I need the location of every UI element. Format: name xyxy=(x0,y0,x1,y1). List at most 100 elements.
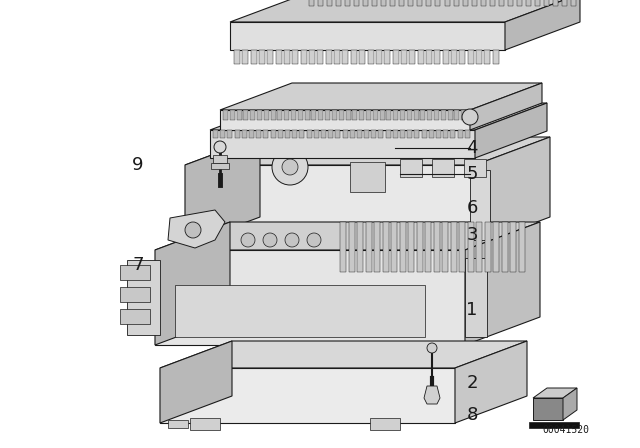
Bar xyxy=(470,170,490,240)
Circle shape xyxy=(285,233,299,247)
Polygon shape xyxy=(327,0,332,6)
Polygon shape xyxy=(516,0,522,6)
Polygon shape xyxy=(249,130,254,138)
Text: 8: 8 xyxy=(467,406,477,424)
Polygon shape xyxy=(383,222,388,272)
Bar xyxy=(211,163,229,169)
Polygon shape xyxy=(357,222,363,272)
Polygon shape xyxy=(259,50,265,64)
Polygon shape xyxy=(420,110,426,120)
Polygon shape xyxy=(220,83,542,110)
Polygon shape xyxy=(340,222,346,272)
Polygon shape xyxy=(257,110,262,120)
Polygon shape xyxy=(242,130,247,138)
Polygon shape xyxy=(155,250,465,345)
Polygon shape xyxy=(349,222,355,272)
Bar xyxy=(213,155,227,163)
Polygon shape xyxy=(278,130,283,138)
Polygon shape xyxy=(160,341,527,368)
Text: 3: 3 xyxy=(467,226,477,244)
Polygon shape xyxy=(210,130,475,158)
Polygon shape xyxy=(493,222,499,272)
Circle shape xyxy=(462,109,478,125)
Polygon shape xyxy=(230,22,505,50)
Polygon shape xyxy=(399,0,404,6)
Polygon shape xyxy=(354,0,359,6)
Polygon shape xyxy=(499,0,504,6)
Polygon shape xyxy=(417,0,422,6)
Polygon shape xyxy=(436,130,441,138)
Polygon shape xyxy=(345,0,350,6)
Polygon shape xyxy=(481,0,486,6)
Polygon shape xyxy=(120,265,150,280)
Text: 7: 7 xyxy=(132,256,144,274)
Polygon shape xyxy=(364,0,368,6)
Polygon shape xyxy=(401,50,407,64)
Polygon shape xyxy=(425,222,431,272)
Bar xyxy=(190,418,220,430)
Polygon shape xyxy=(422,130,427,138)
Polygon shape xyxy=(292,130,297,138)
Polygon shape xyxy=(484,50,490,64)
Polygon shape xyxy=(533,388,577,398)
Polygon shape xyxy=(378,130,383,138)
Polygon shape xyxy=(468,50,474,64)
Polygon shape xyxy=(318,110,323,120)
Polygon shape xyxy=(470,83,542,130)
Polygon shape xyxy=(332,110,337,120)
Polygon shape xyxy=(284,50,290,64)
Polygon shape xyxy=(571,0,576,6)
Polygon shape xyxy=(243,110,248,120)
Polygon shape xyxy=(413,110,419,120)
Polygon shape xyxy=(451,222,456,272)
Polygon shape xyxy=(234,50,240,64)
Polygon shape xyxy=(312,110,316,120)
Polygon shape xyxy=(408,222,414,272)
Polygon shape xyxy=(390,0,396,6)
Polygon shape xyxy=(484,222,490,272)
Polygon shape xyxy=(415,130,419,138)
Polygon shape xyxy=(553,0,558,6)
Polygon shape xyxy=(365,222,371,272)
Circle shape xyxy=(427,343,437,353)
Text: 5: 5 xyxy=(467,165,477,183)
Polygon shape xyxy=(237,110,242,120)
Polygon shape xyxy=(510,222,516,272)
Polygon shape xyxy=(417,50,424,64)
Polygon shape xyxy=(386,130,390,138)
Polygon shape xyxy=(213,130,218,138)
Polygon shape xyxy=(454,110,460,120)
Polygon shape xyxy=(433,222,440,272)
Polygon shape xyxy=(168,210,225,248)
Polygon shape xyxy=(120,287,150,302)
Polygon shape xyxy=(460,50,465,64)
Polygon shape xyxy=(490,0,495,6)
Polygon shape xyxy=(475,103,547,158)
Polygon shape xyxy=(300,130,305,138)
Circle shape xyxy=(214,141,226,153)
Bar xyxy=(168,420,188,428)
Circle shape xyxy=(282,159,298,175)
Polygon shape xyxy=(563,388,577,420)
Polygon shape xyxy=(387,110,391,120)
Bar xyxy=(370,418,400,430)
Circle shape xyxy=(263,233,277,247)
Polygon shape xyxy=(160,341,232,423)
Polygon shape xyxy=(305,110,310,120)
Polygon shape xyxy=(318,0,323,6)
Polygon shape xyxy=(364,130,369,138)
Polygon shape xyxy=(393,110,398,120)
Circle shape xyxy=(241,233,255,247)
Polygon shape xyxy=(342,130,348,138)
Polygon shape xyxy=(120,309,150,324)
Polygon shape xyxy=(127,260,160,335)
Polygon shape xyxy=(391,222,397,272)
Polygon shape xyxy=(284,110,289,120)
Polygon shape xyxy=(451,130,456,138)
Polygon shape xyxy=(309,0,314,6)
Polygon shape xyxy=(251,50,257,64)
Polygon shape xyxy=(359,50,365,64)
Bar xyxy=(400,159,422,177)
Polygon shape xyxy=(336,0,341,6)
Circle shape xyxy=(272,149,308,185)
